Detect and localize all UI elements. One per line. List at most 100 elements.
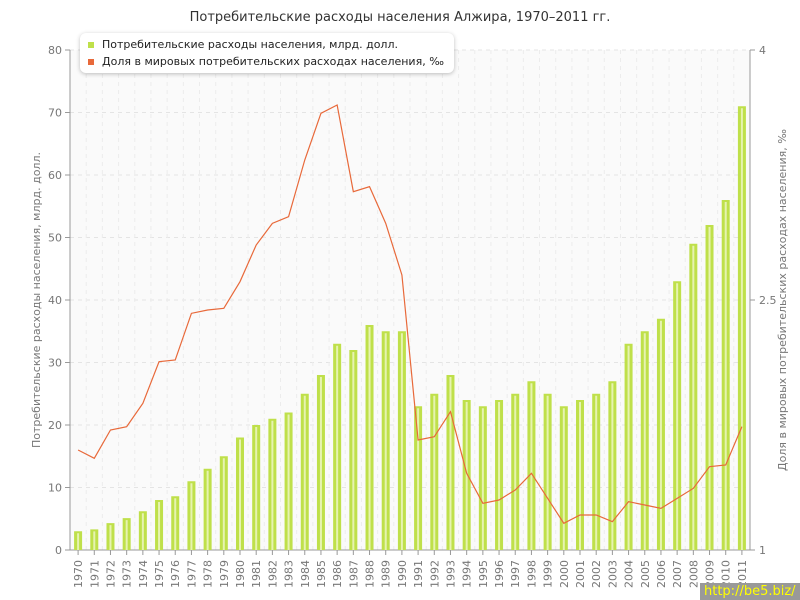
x-tick-label: 1988 xyxy=(364,560,377,588)
bar-highlight xyxy=(287,414,290,550)
x-tick-label: 2001 xyxy=(574,560,587,588)
watermark[interactable]: http://be5.biz/ xyxy=(700,583,800,600)
bar-highlight xyxy=(400,333,403,550)
y-tick-label: 20 xyxy=(48,419,62,432)
bar-highlight xyxy=(595,395,598,550)
x-tick-label: 1985 xyxy=(315,560,328,588)
bar-highlight xyxy=(724,202,727,550)
bar-highlight xyxy=(611,383,614,550)
bar-highlight xyxy=(627,345,630,550)
x-tick-label: 1978 xyxy=(202,560,215,588)
bar-highlight xyxy=(481,408,484,550)
x-tick-label: 1979 xyxy=(218,560,231,588)
bar-highlight xyxy=(449,377,452,550)
bar-highlight xyxy=(239,439,241,550)
bar-highlight xyxy=(352,352,355,550)
x-tick-label: 1972 xyxy=(104,560,117,588)
legend-item-bar[interactable]: Потребительские расходы населения, млрд.… xyxy=(88,36,444,53)
x-tick-label: 1992 xyxy=(428,560,441,588)
bar-highlight xyxy=(498,402,501,550)
bar-highlight xyxy=(174,498,177,550)
y-tick-label: 70 xyxy=(48,107,62,120)
y-tick-label: 10 xyxy=(48,482,62,495)
x-tick-label: 2003 xyxy=(606,560,619,588)
x-tick-label: 1983 xyxy=(283,560,296,588)
x-tick-label: 2004 xyxy=(623,560,636,588)
y-tick-label: 60 xyxy=(48,169,62,182)
y-axis-label: Потребительские расходы населения, млрд.… xyxy=(30,152,43,448)
x-tick-label: 2005 xyxy=(639,560,652,588)
y2-tick-label: 1 xyxy=(759,544,766,557)
x-tick-label: 1975 xyxy=(153,560,166,588)
chart-title: Потребительские расходы населения Алжира… xyxy=(189,10,611,25)
bar-highlight xyxy=(643,333,646,550)
x-tick-label: 1996 xyxy=(493,560,506,588)
x-tick-label: 1990 xyxy=(396,560,409,588)
x-tick-label: 2011 xyxy=(736,560,749,588)
y-tick-label: 50 xyxy=(48,232,62,245)
bar-highlight xyxy=(546,395,549,550)
bar-highlight xyxy=(319,377,322,550)
x-tick-label: 1977 xyxy=(185,560,198,588)
x-tick-label: 1984 xyxy=(299,560,312,588)
bar-highlight xyxy=(303,395,306,550)
x-tick-label: 1998 xyxy=(525,560,538,588)
bar-highlight xyxy=(530,383,533,550)
bar-highlight xyxy=(109,525,112,550)
x-tick-label: 1970 xyxy=(72,560,85,588)
legend-swatch xyxy=(88,59,94,65)
x-tick-label: 1980 xyxy=(234,560,247,588)
x-tick-label: 1993 xyxy=(444,560,457,588)
legend-item-line[interactable]: Доля в мировых потребительских расходах … xyxy=(88,53,444,70)
bar-highlight xyxy=(433,395,436,550)
line-series xyxy=(77,104,743,525)
x-tick-label: 1987 xyxy=(347,560,360,588)
bar-highlight xyxy=(579,402,581,550)
bar-highlight xyxy=(708,227,711,550)
x-tick-label: 2010 xyxy=(720,560,733,588)
x-tick-label: 2002 xyxy=(590,560,603,588)
bar-highlight xyxy=(417,408,420,550)
bar-highlight xyxy=(93,531,96,550)
legend-label: Потребительские расходы населения, млрд.… xyxy=(102,38,398,51)
y2-tick-label: 4 xyxy=(759,44,766,57)
y-tick-label: 0 xyxy=(55,544,62,557)
x-tick-label: 1982 xyxy=(266,560,279,588)
bar-highlight xyxy=(190,483,193,550)
x-tick-label: 1991 xyxy=(412,560,425,588)
y-tick-label: 40 xyxy=(48,294,62,307)
bar-highlight xyxy=(125,520,128,550)
y-tick-label: 80 xyxy=(48,44,62,57)
y2-tick-label: 2.5 xyxy=(759,294,777,307)
x-tick-label: 1989 xyxy=(380,560,393,588)
bar-highlight xyxy=(514,395,517,550)
x-tick-label: 2009 xyxy=(704,560,717,588)
x-tick-label: 1973 xyxy=(121,560,134,588)
x-tick-label: 2008 xyxy=(687,560,700,588)
bar-highlight xyxy=(255,427,258,550)
legend-swatch xyxy=(88,42,94,48)
x-tick-label: 1971 xyxy=(88,560,101,588)
bar-highlight xyxy=(692,245,695,550)
x-tick-label: 1995 xyxy=(477,560,490,588)
legend-label: Доля в мировых потребительских расходах … xyxy=(102,55,444,68)
bar-highlight xyxy=(384,333,387,550)
bar-highlight xyxy=(562,408,565,550)
x-tick-label: 1976 xyxy=(169,560,182,588)
bar-highlight xyxy=(659,320,662,550)
x-tick-label: 1974 xyxy=(137,560,150,588)
y-tick-label: 30 xyxy=(48,357,62,370)
y2-axis-label: Доля в мировых потребительских расходах … xyxy=(776,129,789,471)
bar-highlight xyxy=(158,502,161,550)
bar-highlight xyxy=(336,345,339,550)
bar-highlight xyxy=(77,533,80,550)
bar-highlight xyxy=(206,470,209,550)
x-tick-label: 2006 xyxy=(655,560,668,588)
x-tick-label: 2000 xyxy=(558,560,571,588)
x-tick-label: 1981 xyxy=(250,560,263,588)
bar-highlight xyxy=(271,420,274,550)
x-tick-label: 1999 xyxy=(542,560,555,588)
x-tick-label: 1997 xyxy=(509,560,522,588)
bar-highlight xyxy=(368,327,371,550)
